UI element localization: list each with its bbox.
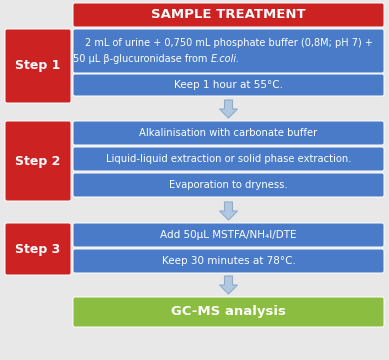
Text: Keep 1 hour at 55°C.: Keep 1 hour at 55°C. <box>174 80 283 90</box>
Polygon shape <box>219 202 238 220</box>
FancyBboxPatch shape <box>73 74 384 96</box>
Text: E.coli.: E.coli. <box>210 54 240 64</box>
Text: Add 50μL MSTFA/NH₄I/DTE: Add 50μL MSTFA/NH₄I/DTE <box>160 230 297 240</box>
FancyBboxPatch shape <box>5 121 71 201</box>
FancyBboxPatch shape <box>73 249 384 273</box>
Text: SAMPLE TREATMENT: SAMPLE TREATMENT <box>151 9 306 22</box>
FancyBboxPatch shape <box>73 173 384 197</box>
FancyBboxPatch shape <box>5 223 71 275</box>
FancyBboxPatch shape <box>73 223 384 247</box>
FancyBboxPatch shape <box>73 29 384 73</box>
Text: Step 2: Step 2 <box>15 154 61 167</box>
Text: Keep 30 minutes at 78°C.: Keep 30 minutes at 78°C. <box>161 256 295 266</box>
FancyBboxPatch shape <box>5 29 71 103</box>
Polygon shape <box>219 276 238 294</box>
Text: Evaporation to dryness.: Evaporation to dryness. <box>169 180 288 190</box>
Text: 2 mL of urine + 0,750 mL phosphate buffer (0,8M; pH 7) +: 2 mL of urine + 0,750 mL phosphate buffe… <box>84 39 372 49</box>
Text: 50 μL β-glucuronidase from: 50 μL β-glucuronidase from <box>73 54 210 64</box>
Text: GC-MS analysis: GC-MS analysis <box>171 306 286 319</box>
FancyBboxPatch shape <box>73 121 384 145</box>
FancyBboxPatch shape <box>73 147 384 171</box>
Polygon shape <box>219 100 238 118</box>
Text: Liquid-liquid extraction or solid phase extraction.: Liquid-liquid extraction or solid phase … <box>106 154 351 164</box>
Text: Step 3: Step 3 <box>16 243 61 256</box>
Text: Alkalinisation with carbonate buffer: Alkalinisation with carbonate buffer <box>139 128 318 138</box>
FancyBboxPatch shape <box>73 297 384 327</box>
Text: Step 1: Step 1 <box>15 59 61 72</box>
FancyBboxPatch shape <box>73 3 384 27</box>
